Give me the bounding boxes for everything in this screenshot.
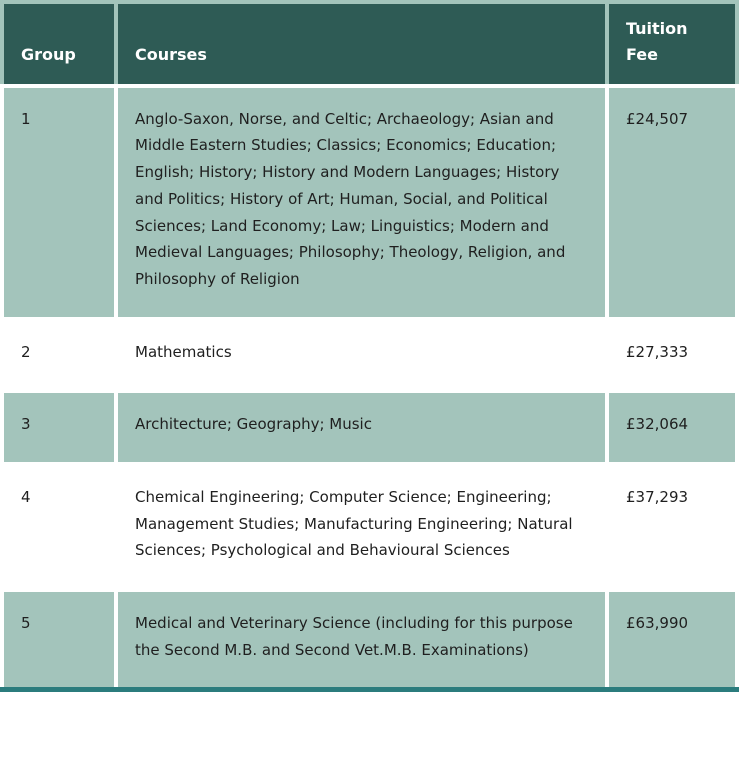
courses-cell: Architecture; Geography; Music bbox=[114, 389, 609, 466]
group-cell: 1 bbox=[0, 83, 118, 321]
group-cell: 2 bbox=[0, 316, 118, 394]
courses-column-header: Courses bbox=[114, 0, 609, 88]
table-row: 4 Chemical Engineering; Computer Science… bbox=[0, 461, 739, 593]
tuition-fee-column-header: Tuition Fee bbox=[605, 0, 739, 88]
fee-cell: £63,990 bbox=[605, 588, 739, 692]
fee-cell: £27,333 bbox=[605, 316, 739, 394]
table-row: 1 Anglo-Saxon, Norse, and Celtic; Archae… bbox=[0, 83, 739, 321]
fee-cell: £24,507 bbox=[605, 83, 739, 321]
tuition-fee-table: Group Courses Tuition Fee 1 Anglo-Saxon,… bbox=[0, 0, 739, 693]
table-row: 2 Mathematics £27,333 bbox=[0, 316, 739, 394]
courses-cell: Medical and Veterinary Science (includin… bbox=[114, 588, 609, 692]
tuition-fees-page: Group Courses Tuition Fee 1 Anglo-Saxon,… bbox=[0, 0, 739, 693]
group-cell: 5 bbox=[0, 588, 118, 692]
courses-cell: Anglo-Saxon, Norse, and Celtic; Archaeol… bbox=[114, 83, 609, 321]
table-row: 3 Architecture; Geography; Music £32,064 bbox=[0, 389, 739, 466]
fee-cell: £37,293 bbox=[605, 461, 739, 593]
group-cell: 4 bbox=[0, 461, 118, 593]
fee-cell: £32,064 bbox=[605, 389, 739, 466]
group-column-header: Group bbox=[0, 0, 118, 88]
group-cell: 3 bbox=[0, 389, 118, 466]
table-row: 5 Medical and Veterinary Science (includ… bbox=[0, 588, 739, 692]
courses-cell: Mathematics bbox=[114, 316, 609, 394]
courses-cell: Chemical Engineering; Computer Science; … bbox=[114, 461, 609, 593]
header-row: Group Courses Tuition Fee bbox=[0, 0, 739, 88]
